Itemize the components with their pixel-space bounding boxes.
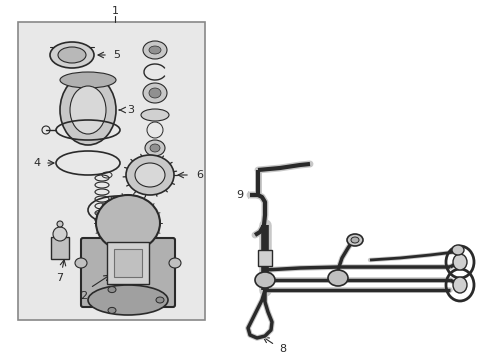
Ellipse shape: [169, 258, 181, 268]
Ellipse shape: [145, 140, 164, 156]
Text: 4: 4: [33, 158, 41, 168]
Ellipse shape: [350, 237, 358, 243]
Text: 9: 9: [236, 190, 243, 200]
Ellipse shape: [451, 245, 463, 255]
Text: 2: 2: [80, 291, 87, 301]
Ellipse shape: [60, 75, 116, 145]
Ellipse shape: [50, 42, 94, 68]
Bar: [18, 22, 204, 320]
Ellipse shape: [75, 258, 87, 268]
Ellipse shape: [108, 307, 116, 314]
Ellipse shape: [142, 83, 167, 103]
Ellipse shape: [70, 86, 106, 134]
Text: 5: 5: [113, 50, 120, 60]
Ellipse shape: [96, 195, 160, 251]
Text: 7: 7: [56, 273, 63, 283]
Ellipse shape: [150, 144, 160, 152]
Ellipse shape: [53, 227, 67, 241]
Text: 6: 6: [196, 170, 203, 180]
Ellipse shape: [156, 297, 163, 303]
Ellipse shape: [88, 285, 168, 315]
Ellipse shape: [149, 88, 161, 98]
Ellipse shape: [254, 272, 274, 288]
Ellipse shape: [452, 277, 466, 293]
Bar: [107, 242, 149, 284]
Text: 1: 1: [111, 6, 118, 16]
Ellipse shape: [452, 254, 466, 270]
Bar: [114, 249, 142, 277]
Bar: [258, 250, 271, 266]
Ellipse shape: [126, 155, 174, 195]
FancyBboxPatch shape: [81, 238, 175, 307]
Ellipse shape: [142, 41, 167, 59]
Ellipse shape: [57, 221, 63, 227]
Text: 8: 8: [279, 344, 286, 354]
Bar: [51, 237, 69, 259]
Text: 3: 3: [127, 105, 134, 115]
Ellipse shape: [327, 270, 347, 286]
Ellipse shape: [60, 72, 116, 88]
Ellipse shape: [346, 234, 362, 246]
Ellipse shape: [141, 109, 169, 121]
Ellipse shape: [108, 287, 116, 293]
Ellipse shape: [58, 47, 86, 63]
Ellipse shape: [149, 46, 161, 54]
Ellipse shape: [135, 163, 164, 187]
